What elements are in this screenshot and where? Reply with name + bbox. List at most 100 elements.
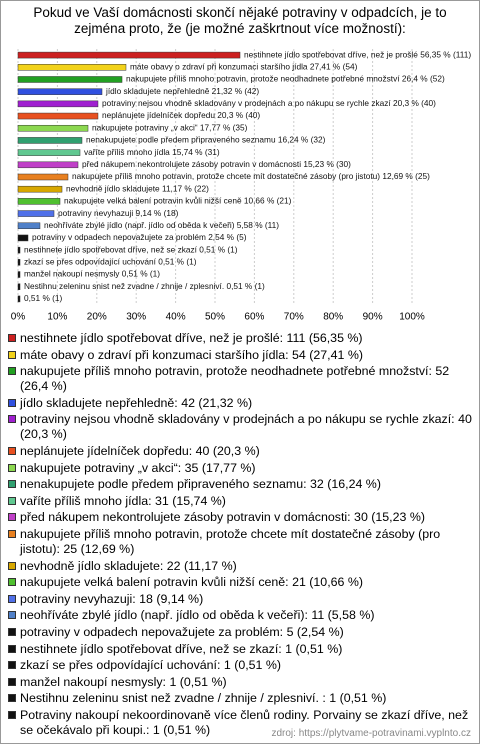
legend-label: potraviny nejsou vhodně skladovány v pro…	[20, 412, 472, 442]
bar	[17, 149, 81, 156]
legend-item: jídlo skladujete nepřehledně: 42 (21,32 …	[7, 396, 473, 411]
legend-item: před nákupem nekontrolujete zásoby potra…	[7, 510, 473, 525]
legend-item: nakupujete velká balení potravin kvůli n…	[7, 575, 473, 590]
chart: 0% 10% 20% 30% 40% 50% 60% 70% 80% 90% 100% nestihn…	[11, 49, 471, 323]
legend-swatch	[8, 415, 16, 424]
bar	[17, 283, 21, 290]
bar	[17, 259, 21, 266]
legend-label: nakupujete příliš mnoho potravin, protož…	[20, 364, 450, 394]
bar-label: máte obavy o zdraví při konzumaci starší…	[130, 61, 358, 71]
legend-swatch	[8, 644, 16, 653]
legend-label: nakupujete příliš mnoho potravin, protož…	[20, 526, 441, 556]
legend-item: Nestihnu zeleninu snist než zvadne / zhn…	[7, 691, 473, 706]
x-tick-label: 30%	[126, 312, 146, 323]
legend-swatch	[8, 578, 16, 587]
source: zdroj: https://plytvame-potravinami.vypl…	[271, 728, 471, 739]
bar	[17, 137, 83, 144]
legend-swatch	[8, 334, 16, 342]
legend-swatch	[8, 661, 16, 670]
legend-swatch	[8, 627, 16, 636]
bar	[17, 271, 21, 278]
legend-swatch	[8, 367, 16, 376]
bar	[17, 173, 69, 181]
legend-label: neplánujete jídelníček dopředu: 40 (20,3…	[20, 443, 260, 458]
legend-swatch	[8, 611, 16, 620]
bar	[17, 161, 79, 169]
legend-swatch	[8, 480, 16, 489]
bar	[17, 295, 21, 303]
legend-label: neohříváte zbylé jídlo (např. jídlo od o…	[20, 608, 375, 623]
legend-item: nakupujete potraviny „v akci“: 35 (17,77…	[7, 461, 473, 476]
legend-item: nakupujete příliš mnoho potravin, protož…	[7, 364, 473, 394]
bar	[17, 234, 29, 242]
legend-item: neplánujete jídelníček dopředu: 40 (20,3…	[7, 444, 473, 459]
bar-label: jídlo skladujete nepřehledně 21,32 % (42…	[105, 86, 259, 96]
bar	[17, 222, 41, 230]
legend-item: nestihnete jídlo spotřebovat dříve, než …	[7, 331, 473, 346]
legend-swatch	[8, 694, 16, 703]
legend-swatch	[8, 496, 16, 505]
legend-item: manžel nakoupí nesmysly: 1 (0,51 %)	[7, 675, 473, 690]
legend-swatch	[8, 529, 16, 538]
legend-item: potraviny nevyhazuji: 18 (9,14 %)	[7, 592, 473, 607]
legend-item: potraviny v odpadech nepovažujete za pro…	[7, 625, 473, 640]
bar	[17, 210, 55, 217]
bar	[17, 88, 103, 95]
legend-item: neohříváte zbylé jídlo (např. jídlo od o…	[7, 608, 473, 623]
bar-label: zkazí se přes odpovídající uchování 0,51…	[24, 257, 197, 267]
legend-label: nenakupujete podle předem připraveného s…	[20, 477, 381, 492]
bar-label: nevhodně jídlo skladujete 11,17 % (22)	[66, 183, 209, 193]
chart-title: Pokud ve Vaší domácnosti skončí nějaké p…	[33, 5, 447, 36]
x-tick-label: 50%	[205, 312, 225, 323]
legend-swatch	[8, 561, 16, 570]
bar-label: nestihnete jídlo spotřebovat dříve, než …	[244, 49, 471, 59]
x-tick-label: 90%	[363, 312, 383, 323]
bar	[17, 76, 123, 83]
legend-label: jídlo skladujete nepřehledně: 42 (21,32 …	[20, 395, 253, 410]
bar-label: neplánujete jídelníček dopředu 20,3 % (4…	[102, 110, 260, 120]
legend-label: manžel nakoupí nesmysly: 1 (0,51 %)	[20, 674, 227, 689]
bar-label: potraviny nejsou vhodně skladovány v pro…	[102, 98, 436, 108]
legend-label: nakupujete velká balení potravin kvůli n…	[20, 575, 364, 590]
bar	[17, 124, 89, 132]
legend-swatch	[8, 350, 16, 359]
bar	[17, 185, 63, 193]
legend-item: nevhodně jídlo skladujete: 22 (11,17 %)	[7, 559, 473, 574]
x-tick-label: 80%	[323, 312, 343, 323]
bar-label: nakupujete potraviny „v akci“ 17,77 % (3…	[92, 122, 248, 132]
bar	[17, 198, 61, 205]
legend-item: Potraviny nakoupí nekoordinovaně více čl…	[7, 708, 473, 738]
bar-label: Nestihnu zeleninu snist než zvadne / zhn…	[24, 281, 265, 291]
legend-item: nenakupujete podle předem připraveného s…	[7, 477, 473, 492]
legend-item: nakupujete příliš mnoho potravin, protož…	[7, 527, 473, 557]
bar-label: potraviny v odpadech nepovažujete za pro…	[32, 232, 247, 242]
bar	[17, 64, 127, 71]
legend-item: máte obavy o zdraví při konzumaci starší…	[7, 348, 473, 363]
legend-label: potraviny nevyhazuji: 18 (9,14 %)	[20, 591, 204, 606]
bar-label: neohříváte zbylé jídlo (např. jídlo od o…	[44, 220, 279, 230]
legend-label: nevhodně jídlo skladujete: 22 (11,17 %)	[20, 558, 237, 573]
legend-swatch	[8, 513, 16, 522]
legend-label: zkazí se přes odpovídající uchování: 1 (…	[20, 658, 282, 673]
legend-label: Nestihnu zeleninu snist než zvadne / zhn…	[20, 691, 387, 706]
bar	[17, 246, 21, 254]
legend-label: nestihnete jídlo spotřebovat dříve, než …	[20, 641, 343, 656]
bar-label: před nákupem nekontrolujete zásoby potra…	[82, 159, 351, 169]
legend-label: před nákupem nekontrolujete zásoby potra…	[20, 510, 425, 525]
legend-label: nakupujete potraviny „v akci“: 35 (17,77…	[20, 460, 256, 475]
bar-label: manžel nakoupí nesmysly 0,51 % (1)	[24, 269, 160, 279]
bar-label: nakupujete velká balení potravin kvůli n…	[64, 196, 292, 206]
legend-label: nestihnete jídlo spotřebovat dříve, než …	[20, 331, 363, 345]
bar-label: nestihnete jídlo spotřebovat dříve, než …	[24, 244, 238, 254]
legend-swatch	[8, 677, 16, 686]
bar-label: vaříte příliš mnoho jídla 15,74 % (31)	[84, 147, 220, 157]
legend-swatch	[8, 463, 16, 472]
legend-item: vaříte příliš mnoho jídla: 31 (15,74 %)	[7, 494, 473, 509]
bar-label: 0,51 % (1)	[24, 293, 63, 303]
x-tick-label: 60%	[244, 312, 264, 323]
legend-swatch	[8, 594, 16, 603]
x-tick-label: 40%	[166, 312, 186, 323]
legend-label: máte obavy o zdraví při konzumaci starší…	[20, 347, 363, 362]
legend-item: potraviny nejsou vhodně skladovány v pro…	[7, 412, 473, 442]
